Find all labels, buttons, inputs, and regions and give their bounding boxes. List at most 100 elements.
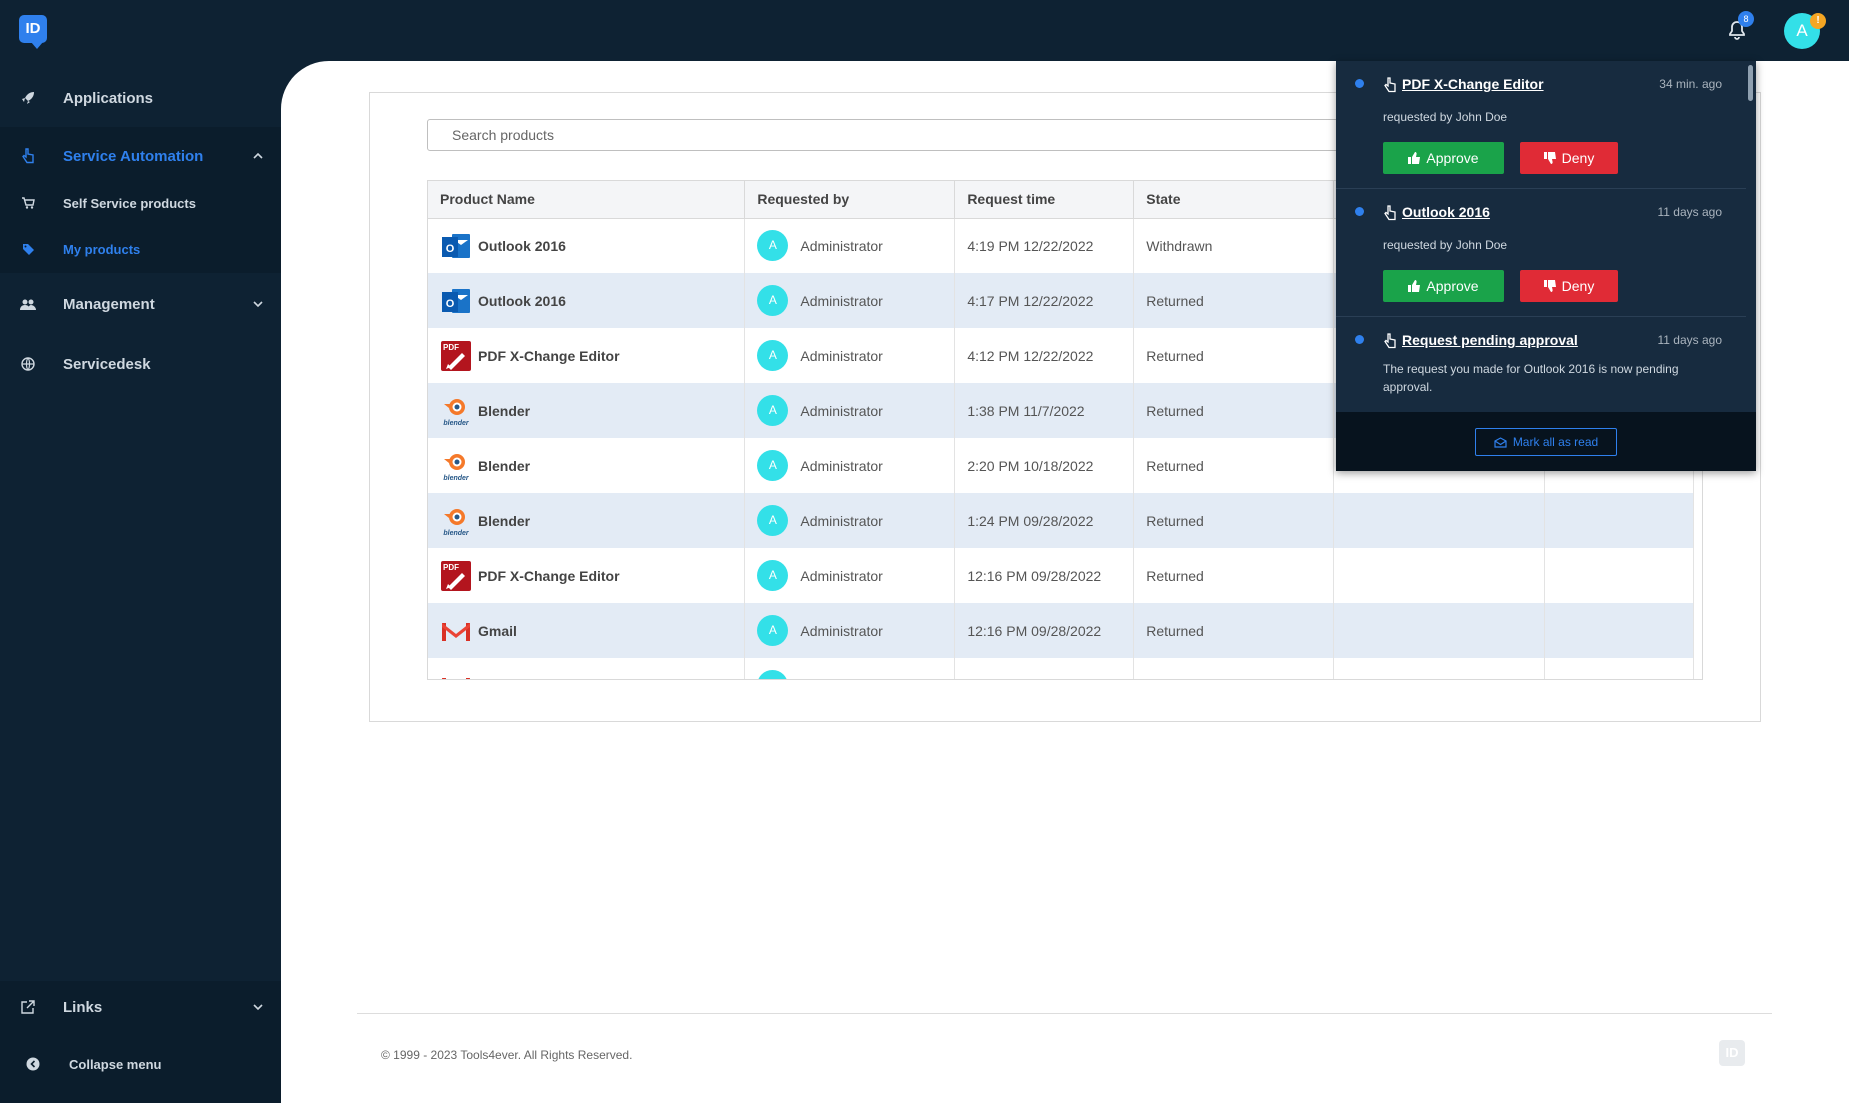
request-time-cell: 12:16 PM 09/28/2022 bbox=[954, 548, 1135, 603]
requester-avatar: A bbox=[757, 285, 789, 316]
mark-all-read-button[interactable]: Mark all as read bbox=[1475, 428, 1617, 456]
requester-avatar bbox=[757, 670, 789, 679]
search-input[interactable] bbox=[427, 119, 1477, 151]
column-header-product-name[interactable]: Product Name bbox=[428, 181, 746, 219]
sidebar-item-label: Service Automation bbox=[63, 147, 204, 165]
footer-divider bbox=[357, 1013, 1772, 1014]
footer-logo: ID bbox=[1719, 1040, 1745, 1066]
product-name[interactable]: Blender bbox=[478, 512, 531, 529]
sidebar-item-label: My products bbox=[63, 241, 141, 257]
collapse-menu-button[interactable]: Collapse menu bbox=[0, 1049, 281, 1079]
notification-item[interactable]: Request pending approval 11 days ago The… bbox=[1336, 317, 1746, 412]
unread-dot-icon bbox=[1355, 335, 1364, 344]
extra-cell bbox=[1333, 603, 1546, 658]
product-name[interactable]: PDF X-Change Editor bbox=[478, 567, 620, 584]
approve-label: Approve bbox=[1426, 278, 1479, 294]
sidebar-item-servicedesk[interactable]: Servicedesk bbox=[0, 335, 281, 393]
deny-label: Deny bbox=[1561, 150, 1595, 166]
top-bar: ID 8 A ! bbox=[0, 0, 1849, 61]
requested-by-cell: A Administrator bbox=[744, 273, 956, 328]
notifications-scrollbar[interactable] bbox=[1748, 65, 1753, 101]
requested-by-cell: A Administrator bbox=[744, 493, 956, 548]
requested-by-cell: A Administrator bbox=[744, 218, 956, 273]
requested-by-cell: A Administrator bbox=[744, 438, 956, 493]
copyright-text: © 1999 - 2023 Tools4ever. All Rights Res… bbox=[381, 1048, 633, 1062]
notification-item[interactable]: PDF X-Change Editor 34 min. ago requeste… bbox=[1336, 61, 1746, 189]
outlook-icon: O bbox=[442, 288, 470, 313]
request-time-cell bbox=[954, 658, 1135, 679]
chevron-down-icon[interactable] bbox=[251, 297, 265, 311]
sidebar-item-label: Links bbox=[63, 998, 103, 1016]
requester-avatar: A bbox=[757, 560, 789, 591]
table-row[interactable]: Gmail A Administrator 12:16 PM 09/28/2022 Re… bbox=[428, 603, 1694, 658]
blender-icon: blender bbox=[443, 398, 470, 427]
thumbs-up-icon bbox=[1408, 152, 1421, 164]
globe-icon bbox=[20, 356, 36, 372]
svg-text:blender: blender bbox=[443, 530, 470, 537]
state-cell bbox=[1133, 658, 1335, 679]
state-cell: Returned bbox=[1133, 548, 1335, 603]
sidebar: Applications Service Automation Self Ser… bbox=[0, 61, 281, 1103]
hand-pointer-icon bbox=[1384, 77, 1396, 93]
cart-icon bbox=[20, 195, 36, 211]
deny-button[interactable]: Deny bbox=[1520, 142, 1618, 174]
state-cell: Returned bbox=[1133, 273, 1335, 328]
gmail-icon bbox=[442, 677, 470, 679]
chevron-down-icon[interactable] bbox=[251, 1000, 265, 1014]
approve-button[interactable]: Approve bbox=[1383, 270, 1504, 302]
notification-item[interactable]: Outlook 2016 11 days ago requested by Jo… bbox=[1336, 189, 1746, 317]
notifications-list[interactable]: PDF X-Change Editor 34 min. ago requeste… bbox=[1336, 61, 1756, 412]
request-time-cell: 4:19 PM 12/22/2022 bbox=[954, 218, 1135, 273]
product-cell: PDF PDF X-Change Editor bbox=[428, 548, 746, 603]
sidebar-item-self-service-products[interactable]: Self Service products bbox=[0, 189, 281, 217]
table-row[interactable]: blender Blender A Administrator 1:24 PM 09/2… bbox=[428, 493, 1694, 548]
product-name[interactable]: PDF X-Change Editor bbox=[478, 347, 620, 364]
service-automation-group bbox=[0, 127, 281, 273]
table-row[interactable]: PDF PDF X-Change Editor A Administrator 12:1… bbox=[428, 548, 1694, 603]
column-header-request-time[interactable]: Request time bbox=[954, 181, 1135, 219]
requested-by-cell bbox=[744, 658, 956, 679]
pdf-xchange-icon: PDF bbox=[441, 560, 471, 591]
sidebar-item-applications[interactable]: Applications bbox=[0, 69, 281, 127]
sidebar-item-links[interactable]: Links bbox=[0, 983, 281, 1031]
product-cell: blender Blender bbox=[428, 438, 746, 493]
requester-avatar: A bbox=[757, 615, 789, 646]
product-cell: blender Blender bbox=[428, 493, 746, 548]
sidebar-item-service-automation[interactable]: Service Automation bbox=[0, 127, 281, 185]
external-link-icon bbox=[20, 999, 36, 1015]
app-logo[interactable]: ID bbox=[19, 15, 47, 49]
sidebar-item-my-products[interactable]: My products bbox=[0, 235, 281, 263]
state-cell: Returned bbox=[1133, 493, 1335, 548]
notification-title-link[interactable]: Outlook 2016 bbox=[1402, 204, 1490, 220]
product-cell bbox=[428, 658, 746, 679]
column-header-requested-by[interactable]: Requested by bbox=[744, 181, 956, 219]
approve-label: Approve bbox=[1426, 150, 1479, 166]
extra-cell bbox=[1333, 493, 1546, 548]
column-header-state[interactable]: State bbox=[1133, 181, 1335, 219]
notification-count-badge: 8 bbox=[1738, 11, 1754, 27]
notification-title-link[interactable]: Request pending approval bbox=[1402, 332, 1578, 348]
thumbs-down-icon bbox=[1543, 280, 1556, 292]
sidebar-item-management[interactable]: Management bbox=[0, 275, 281, 333]
product-name[interactable]: Outlook 2016 bbox=[478, 237, 566, 254]
svg-text:PDF: PDF bbox=[443, 563, 459, 572]
request-time-cell: 4:12 PM 12/22/2022 bbox=[954, 328, 1135, 383]
chevron-up-icon[interactable] bbox=[251, 149, 265, 163]
deny-button[interactable]: Deny bbox=[1520, 270, 1618, 302]
requester-name: Administrator bbox=[800, 237, 883, 254]
sidebar-item-label: Management bbox=[63, 295, 155, 313]
rocket-icon bbox=[20, 90, 36, 106]
extra-cell bbox=[1544, 658, 1694, 679]
product-name[interactable]: Outlook 2016 bbox=[478, 292, 566, 309]
hand-pointer-icon bbox=[1384, 205, 1396, 221]
table-row[interactable] bbox=[428, 658, 1694, 679]
notification-title-link[interactable]: PDF X-Change Editor bbox=[1402, 76, 1544, 92]
blender-icon: blender bbox=[443, 453, 470, 482]
state-cell: Returned bbox=[1133, 328, 1335, 383]
chevron-left-circle-icon bbox=[25, 1056, 41, 1072]
product-name[interactable]: Blender bbox=[478, 457, 531, 474]
approve-button[interactable]: Approve bbox=[1383, 142, 1504, 174]
requested-by-cell: A Administrator bbox=[744, 328, 956, 383]
product-name[interactable]: Gmail bbox=[478, 622, 517, 639]
product-name[interactable]: Blender bbox=[478, 402, 531, 419]
